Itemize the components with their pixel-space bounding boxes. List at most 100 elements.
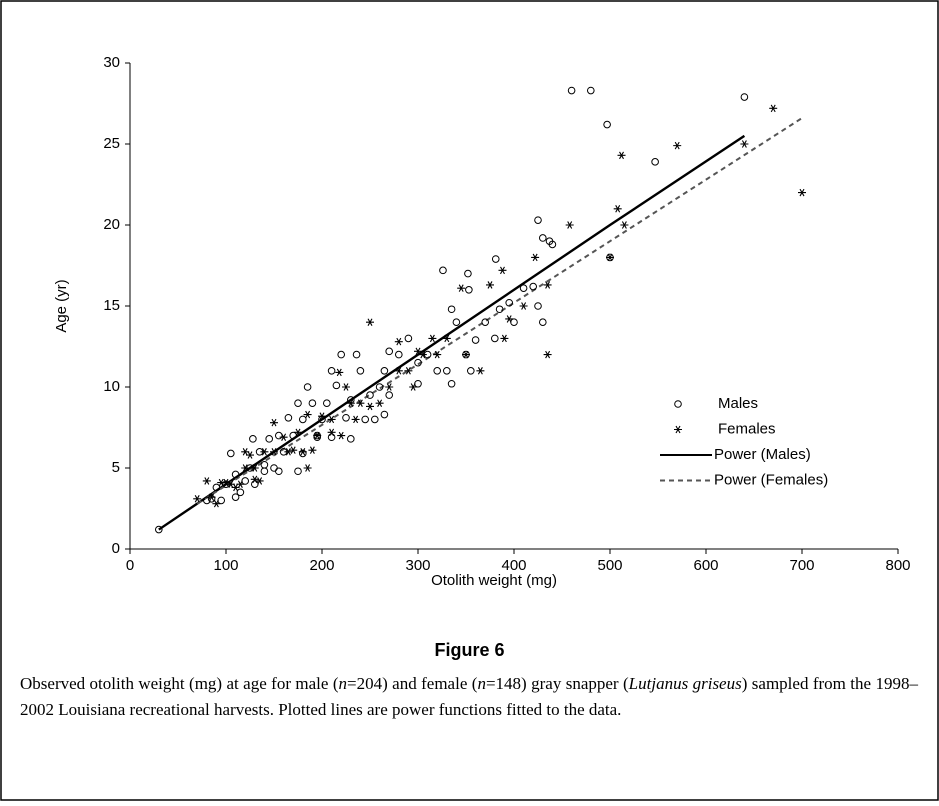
x-tick-label: 500	[597, 557, 622, 574]
point	[500, 334, 509, 343]
point	[217, 478, 226, 487]
point	[337, 431, 346, 440]
x-tick-label: 600	[693, 557, 718, 574]
point	[529, 282, 538, 291]
point	[543, 281, 552, 289]
point	[539, 234, 547, 242]
point	[539, 318, 547, 327]
point	[231, 493, 240, 501]
point	[457, 284, 466, 292]
point	[308, 399, 317, 408]
point	[447, 305, 456, 314]
fit-line	[158, 134, 746, 531]
x-tick-label: 200	[309, 557, 334, 574]
point	[212, 483, 221, 492]
point	[335, 368, 344, 377]
point	[231, 470, 240, 479]
point	[236, 488, 245, 497]
point	[361, 415, 370, 424]
fit-line	[196, 117, 803, 505]
point	[476, 367, 485, 375]
caption: Observed otolith weight (mg) at age for …	[20, 671, 918, 723]
point	[227, 449, 235, 458]
point	[481, 318, 490, 327]
y-tick-label: 5	[112, 459, 120, 476]
point	[491, 334, 499, 343]
x-tick-label: 400	[501, 557, 526, 574]
point	[442, 334, 451, 343]
point	[740, 93, 749, 101]
point	[565, 221, 574, 229]
point	[452, 318, 461, 327]
point	[279, 433, 288, 441]
point	[303, 410, 312, 419]
point	[294, 399, 302, 408]
point	[613, 205, 622, 213]
point	[385, 391, 394, 399]
point	[519, 302, 528, 310]
point	[265, 435, 274, 443]
y-tick-label: 30	[103, 54, 120, 71]
point	[342, 383, 350, 391]
x-tick-label: 100	[213, 557, 238, 574]
point	[404, 367, 413, 375]
point	[323, 399, 331, 408]
point	[394, 337, 403, 346]
point	[366, 402, 374, 411]
point	[471, 336, 480, 344]
point	[491, 255, 500, 263]
caption-italic: n	[338, 674, 348, 693]
point	[414, 358, 422, 367]
point	[313, 431, 322, 440]
point	[467, 367, 475, 375]
point	[385, 383, 394, 391]
point	[294, 428, 302, 437]
point	[371, 415, 379, 424]
point	[207, 493, 216, 501]
point	[395, 350, 403, 359]
point	[303, 464, 312, 472]
y-tick-label: 0	[112, 540, 120, 557]
y-axis-label: Age (yr)	[53, 279, 70, 332]
point	[298, 448, 307, 456]
point	[673, 141, 682, 150]
point	[505, 298, 514, 307]
point	[202, 477, 211, 485]
legend-label: Males	[718, 395, 758, 412]
point	[366, 391, 374, 399]
point	[548, 240, 557, 249]
point	[294, 467, 302, 476]
y-tick-label: 25	[103, 135, 120, 152]
y-tick-label: 10	[103, 378, 120, 395]
point	[447, 379, 456, 388]
point	[299, 415, 307, 424]
point	[332, 381, 341, 390]
y-tick-label: 15	[103, 297, 120, 314]
point	[275, 431, 283, 440]
point	[155, 525, 163, 534]
point	[327, 428, 336, 437]
point	[534, 216, 542, 224]
x-tick-label: 800	[885, 557, 910, 574]
x-tick-label: 0	[126, 557, 134, 574]
figure-label: Figure 6	[434, 640, 505, 660]
legend-label: Females	[718, 420, 776, 437]
point	[464, 269, 472, 278]
point	[439, 266, 447, 275]
point	[404, 334, 413, 343]
point	[351, 415, 360, 424]
point	[284, 413, 293, 422]
point	[241, 464, 250, 472]
point	[465, 286, 473, 294]
point	[303, 383, 312, 391]
legend-label: Power (Males)	[714, 446, 811, 463]
point	[620, 221, 629, 229]
point	[498, 266, 507, 275]
point	[375, 399, 384, 407]
x-axis-label: Otolith weight (mg)	[431, 572, 557, 589]
point	[289, 446, 298, 454]
point	[443, 367, 451, 375]
point	[414, 379, 422, 388]
point	[409, 383, 418, 391]
